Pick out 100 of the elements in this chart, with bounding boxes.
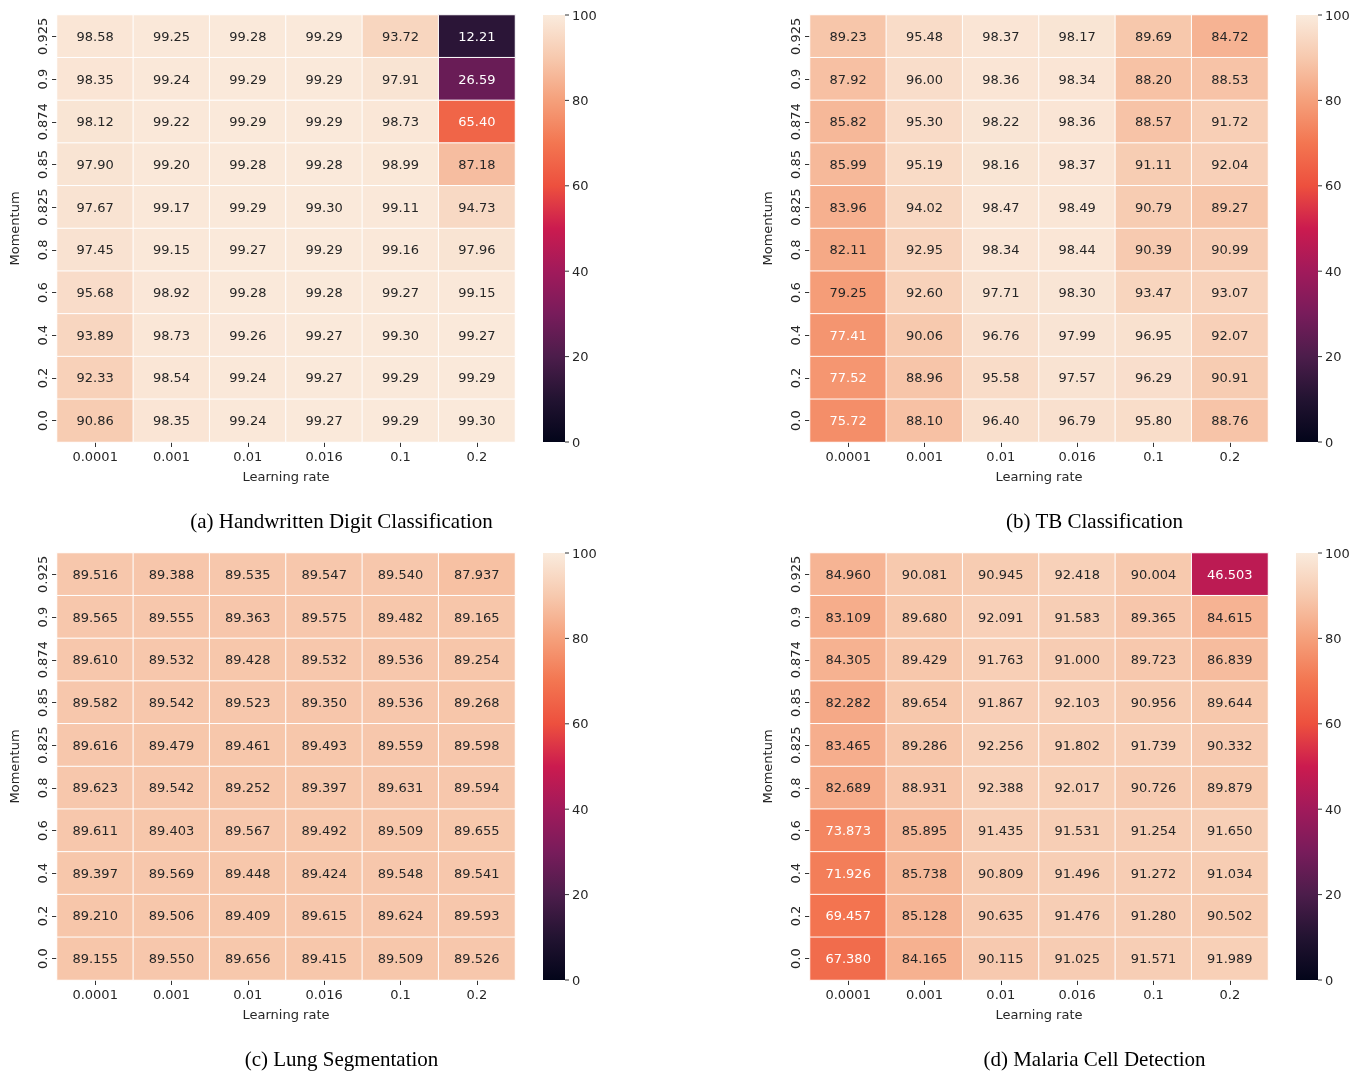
data-label: 92.60: [905, 285, 944, 301]
data-label: 88.96: [905, 370, 944, 386]
data-label: 99.29: [229, 114, 267, 130]
data-label: 99.15: [458, 285, 496, 301]
data-label: 89.536: [377, 694, 424, 710]
data-label: 89.542: [148, 694, 195, 710]
y-tick-label: 0.925: [788, 555, 803, 593]
data-label: 89.680: [901, 609, 948, 625]
data-label: 91.11: [1134, 156, 1173, 172]
data-label: 90.115: [978, 951, 1024, 967]
y-tick-label: 0.925: [35, 555, 50, 593]
data-label: 98.37: [982, 28, 1020, 44]
data-label: 99.15: [152, 242, 191, 258]
data-label: 91.496: [1054, 865, 1100, 881]
data-label: 98.12: [76, 114, 114, 130]
data-label: 85.128: [901, 908, 948, 924]
data-label: 91.435: [978, 823, 1024, 839]
data-label: 97.96: [458, 242, 496, 258]
data-label: 67.380: [825, 951, 871, 967]
data-label: 99.24: [229, 370, 267, 386]
data-label: 89.611: [72, 823, 118, 839]
data-label: 99.24: [152, 71, 191, 87]
data-label: 89.723: [1130, 652, 1177, 668]
data-label: 69.457: [825, 908, 871, 924]
data-label: 98.73: [152, 327, 191, 343]
data-label: 96.40: [982, 413, 1020, 429]
color-bar-label: 0: [572, 972, 581, 988]
data-label: 89.492: [301, 823, 347, 839]
color-bar-label: 80: [1325, 630, 1342, 646]
data-label: 89.254: [454, 652, 500, 668]
data-label: 89.523: [225, 694, 271, 710]
x-tick-label: 0.1: [1143, 987, 1164, 1002]
data-label: 91.650: [1207, 823, 1253, 839]
data-label: 96.29: [1134, 370, 1173, 386]
data-label: 89.548: [377, 865, 424, 881]
data-label: 89.428: [225, 652, 271, 668]
data-label: 97.57: [1058, 370, 1096, 386]
data-label: 91.025: [1054, 951, 1100, 967]
data-label: 89.482: [377, 609, 424, 625]
data-label: 89.509: [377, 951, 424, 967]
data-label: 91.72: [1211, 114, 1249, 130]
data-label: 89.424: [301, 865, 347, 881]
y-tick-label: 0.8: [788, 239, 803, 261]
data-label: 89.493: [301, 737, 347, 753]
x-axis-title: Learning rate: [995, 1007, 1083, 1022]
data-label: 97.90: [76, 156, 114, 172]
y-tick-label: 0.6: [788, 282, 803, 303]
data-label: 89.535: [225, 566, 271, 582]
y-axis-title: Momentum: [760, 729, 775, 804]
data-label: 98.73: [381, 114, 420, 130]
data-label: 99.28: [229, 285, 267, 301]
data-label: 71.926: [825, 865, 871, 881]
y-tick-label: 0.874: [788, 103, 803, 141]
x-tick-label: 0.0001: [72, 987, 118, 1002]
data-label: 99.28: [229, 28, 267, 44]
data-label: 99.27: [381, 285, 420, 301]
x-tick-label: 0.0001: [72, 449, 118, 464]
data-label: 92.017: [1054, 780, 1100, 796]
data-label: 99.25: [152, 28, 191, 44]
x-tick-label: 0.016: [1058, 449, 1096, 464]
data-label: 99.16: [381, 242, 420, 258]
data-label: 95.68: [76, 285, 114, 301]
data-label: 90.081: [901, 566, 948, 582]
data-label: 89.555: [148, 609, 195, 625]
y-tick-label: 0.8: [788, 777, 803, 799]
y-tick-label: 0.9: [35, 68, 50, 90]
data-label: 89.582: [72, 694, 118, 710]
color-bar-label: 40: [572, 263, 589, 279]
data-label: 97.45: [76, 242, 114, 258]
data-label: 87.92: [829, 71, 867, 87]
data-label: 89.365: [1130, 609, 1177, 625]
x-tick-label: 0.001: [152, 449, 191, 464]
data-label: 99.27: [305, 327, 343, 343]
data-label: 89.536: [377, 652, 424, 668]
data-label: 89.532: [148, 652, 195, 668]
y-tick-label: 0.6: [35, 282, 50, 303]
data-label: 89.655: [454, 823, 500, 839]
data-label: 91.000: [1054, 652, 1100, 668]
data-label: 99.17: [152, 199, 191, 215]
data-label: 99.29: [229, 71, 267, 87]
y-axis-title: Momentum: [7, 191, 22, 266]
data-label: 98.36: [982, 71, 1020, 87]
data-label: 83.465: [825, 737, 871, 753]
color-bar-label: 20: [1325, 349, 1342, 365]
data-label: 99.27: [229, 242, 267, 258]
data-label: 89.23: [829, 28, 867, 44]
y-tick-label: 0.8: [35, 239, 50, 261]
x-tick-label: 0.1: [1143, 449, 1164, 464]
y-tick-label: 0.9: [788, 606, 803, 628]
y-tick-label: 0.2: [35, 905, 50, 927]
data-label: 85.895: [901, 823, 948, 839]
x-tick-label: 0.2: [466, 987, 488, 1002]
data-label: 89.506: [148, 908, 195, 924]
data-label: 46.503: [1207, 566, 1253, 582]
y-tick-label: 0.6: [788, 820, 803, 841]
data-label: 89.252: [225, 780, 271, 796]
data-label: 92.256: [978, 737, 1024, 753]
data-label: 98.34: [982, 242, 1020, 258]
data-label: 84.960: [825, 566, 871, 582]
data-label: 98.92: [152, 285, 191, 301]
